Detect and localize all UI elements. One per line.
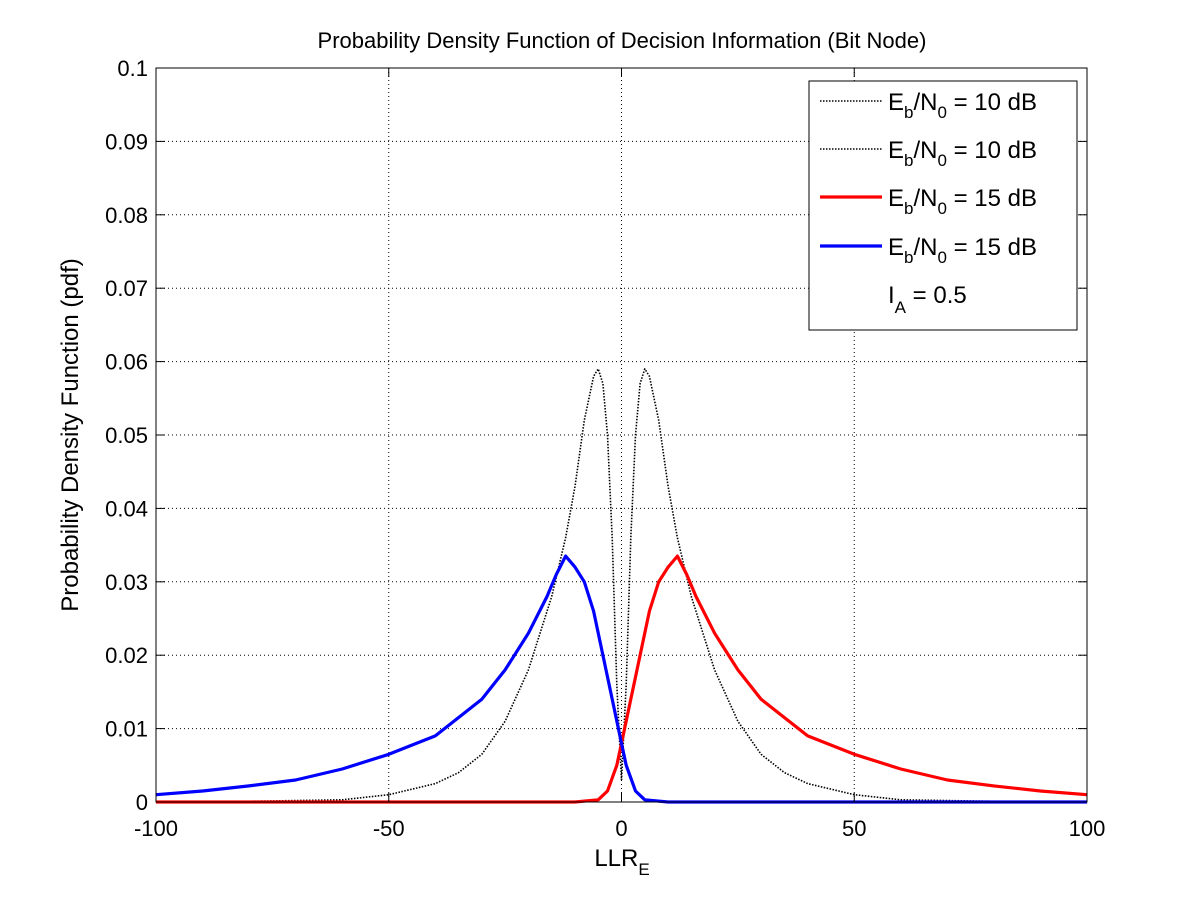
- legend-note-main: I: [888, 282, 895, 309]
- y-tick-label: 0.09: [105, 129, 148, 154]
- legend-label-4: Eb/N0 = 15 dB: [888, 234, 1037, 267]
- legend-label-part: 0: [937, 199, 946, 218]
- legend-note-sub: A: [895, 298, 907, 317]
- legend-label-part: /N: [913, 185, 937, 212]
- legend-label-part: 0: [937, 151, 946, 170]
- series-line-4: [155, 554, 1087, 804]
- legend-label-part: b: [904, 151, 913, 170]
- legend-label-1: Eb/N0 = 10 dB: [888, 89, 1037, 122]
- x-axis-label-sub: E: [638, 860, 649, 879]
- y-tick-label: 0.05: [105, 423, 148, 448]
- legend-label-2: Eb/N0 = 10 dB: [888, 137, 1037, 170]
- tick-labels: -100 -50 0 50 100 0 0.01 0.02 0.03 0.04 0.05 0.06 0.…: [105, 56, 1105, 841]
- legend-label-part: 0: [937, 248, 946, 267]
- legend-label-part: E: [888, 137, 904, 164]
- series-line-3: [156, 554, 1088, 804]
- y-tick-label: 0.04: [105, 496, 148, 521]
- legend-label-3: Eb/N0 = 15 dB: [888, 185, 1037, 218]
- x-tick-label: 0: [615, 816, 627, 841]
- legend-label-part: /N: [913, 137, 937, 164]
- legend-label-part: b: [904, 103, 913, 122]
- y-tick-label: 0.01: [105, 717, 148, 742]
- x-tick-label: 100: [1069, 816, 1106, 841]
- ticks: [155, 67, 1088, 803]
- legend-label-part: E: [888, 234, 904, 261]
- y-tick-label: 0: [136, 790, 148, 815]
- y-axis-label: Probability Density Function (pdf): [57, 258, 84, 611]
- legend-label-part: = 10 dB: [947, 137, 1037, 164]
- legend-label-part: = 15 dB: [947, 185, 1037, 212]
- legend-label-part: b: [904, 248, 913, 267]
- x-axis-label-main: LLR: [594, 845, 638, 872]
- legend-label-part: /N: [913, 234, 937, 261]
- y-tick-label: 0.08: [105, 203, 148, 228]
- legend-label-part: E: [888, 185, 904, 212]
- legend-label-part: b: [904, 199, 913, 218]
- legend-label-part: 0: [937, 103, 946, 122]
- legend-label-part: = 15 dB: [947, 234, 1037, 261]
- x-tick-label: -50: [373, 816, 405, 841]
- y-tick-label: 0.03: [105, 570, 148, 595]
- legend-label-part: E: [888, 89, 904, 116]
- legend-box: [808, 80, 1078, 331]
- legend-note-tail: = 0.5: [906, 282, 967, 309]
- legend-label-part: /N: [913, 89, 937, 116]
- x-tick-label: 50: [842, 816, 866, 841]
- x-tick-label: -100: [134, 816, 178, 841]
- y-tick-label: 0.06: [105, 350, 148, 375]
- chart-title: Probability Density Function of Decision…: [318, 28, 927, 53]
- series-group: [155, 368, 1088, 804]
- legend-label-part: = 10 dB: [947, 89, 1037, 116]
- y-tick-label: 0.07: [105, 276, 148, 301]
- legend-note: IA = 0.5: [888, 282, 967, 317]
- y-tick-label: 0.02: [105, 643, 148, 668]
- x-axis-label: LLRE: [594, 845, 649, 879]
- y-tick-label: 0.1: [117, 56, 148, 81]
